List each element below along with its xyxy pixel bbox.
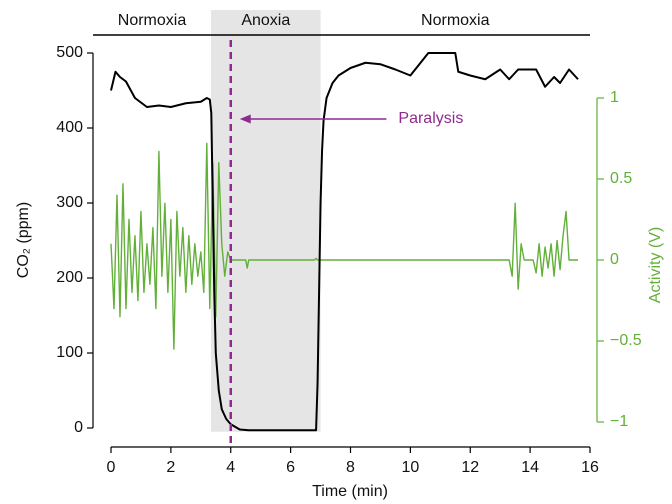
x-tick-label: 8 [346,459,355,476]
y2-tick-label: −1 [610,413,628,430]
x-tick-label: 6 [286,459,295,476]
annotation-text: Paralysis [398,110,463,127]
x-tick-label: 12 [461,459,479,476]
y2-tick-label: 1 [610,89,619,106]
y-tick-label: 400 [56,119,83,136]
y2-tick-label: 0 [610,251,619,268]
y-axis-label: CO₂ (ppm) [15,202,32,278]
activity-line [110,142,579,350]
x-tick-label: 4 [226,459,235,476]
y-tick-label: 100 [56,344,83,361]
annotation-arrowhead [239,114,251,124]
shaded-region [210,10,321,432]
x-tick-label: 16 [581,459,599,476]
co2-line [110,52,579,432]
y2-tick-label: −0.5 [610,332,642,349]
y-tick-label: 0 [74,419,83,436]
x-tick-label: 10 [401,459,419,476]
phase-label: Anoxia [241,12,290,29]
x-tick-label: 14 [521,459,539,476]
y-tick-label: 200 [56,269,83,286]
y2-tick-label: 0.5 [610,170,632,187]
x-tick-label: 2 [166,459,175,476]
y-tick-label: 500 [56,44,83,61]
x-tick-label: 0 [107,459,116,476]
y-tick-label: 300 [56,194,83,211]
x-axis-label: Time (min) [312,483,388,500]
phase-label: Normoxia [118,12,187,29]
phase-label: Normoxia [421,12,490,29]
y2-axis-label: Activity (V) [647,227,664,303]
